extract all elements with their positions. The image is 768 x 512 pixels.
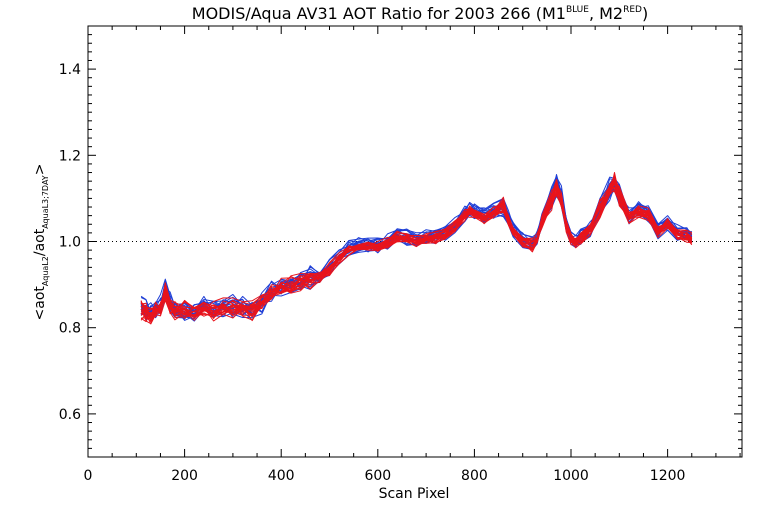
series-line-m1 <box>140 182 693 320</box>
series-line-m1 <box>140 177 693 318</box>
series-line-m2 <box>140 179 692 325</box>
series-layer <box>140 172 693 325</box>
x-tick-label: 800 <box>461 468 488 484</box>
series-line-m1 <box>140 182 693 313</box>
x-tick-label: 200 <box>171 468 198 484</box>
x-axis-label: Scan Pixel <box>379 486 450 502</box>
x-tick-label: 600 <box>364 468 391 484</box>
series-line-m1 <box>141 184 693 318</box>
x-tick-label: 1200 <box>650 468 686 484</box>
chart-title: MODIS/Aqua AV31 AOT Ratio for 2003 266 (… <box>192 4 648 23</box>
y-tick-label: 1.4 <box>59 62 81 78</box>
x-tick-label: 0 <box>84 468 93 484</box>
y-axis-label: <aotAquaL2/aotAquaL3;7DAY> <box>32 164 50 321</box>
y-tick-label: 0.6 <box>59 407 81 423</box>
y-tick-label: 0.8 <box>59 321 81 337</box>
series-line-m1 <box>140 177 693 322</box>
series-line-m1 <box>140 176 693 321</box>
plot-frame <box>87 25 743 458</box>
x-tick-label: 1000 <box>553 468 589 484</box>
y-tick-label: 1.2 <box>59 148 81 164</box>
y-tick-label: 1.0 <box>59 235 81 251</box>
ticks-layer: 0 200 400 600 800 1000 1200 0.6 0.8 1.0 1.2 1.4 <box>59 26 742 484</box>
series-line-m2 <box>140 174 692 317</box>
series-line-m2 <box>140 181 693 318</box>
series-line-m1 <box>140 184 693 318</box>
x-tick-label: 400 <box>268 468 295 484</box>
series-line-m2 <box>140 186 693 322</box>
series-line-m2 <box>140 184 693 317</box>
